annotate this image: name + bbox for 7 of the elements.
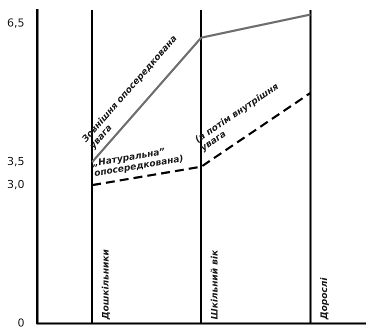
y-tick-label: 0 [17,316,24,330]
y-tick-label: 6,5 [6,16,24,30]
x-tick-label: Дорослі [320,276,330,320]
x-tick-label: Шкільний вік [210,249,221,320]
x-tick-label: Дошкільники [101,248,112,320]
y-tick-label: 3,5 [6,154,24,168]
y-tick-label: 3,0 [6,178,24,191]
